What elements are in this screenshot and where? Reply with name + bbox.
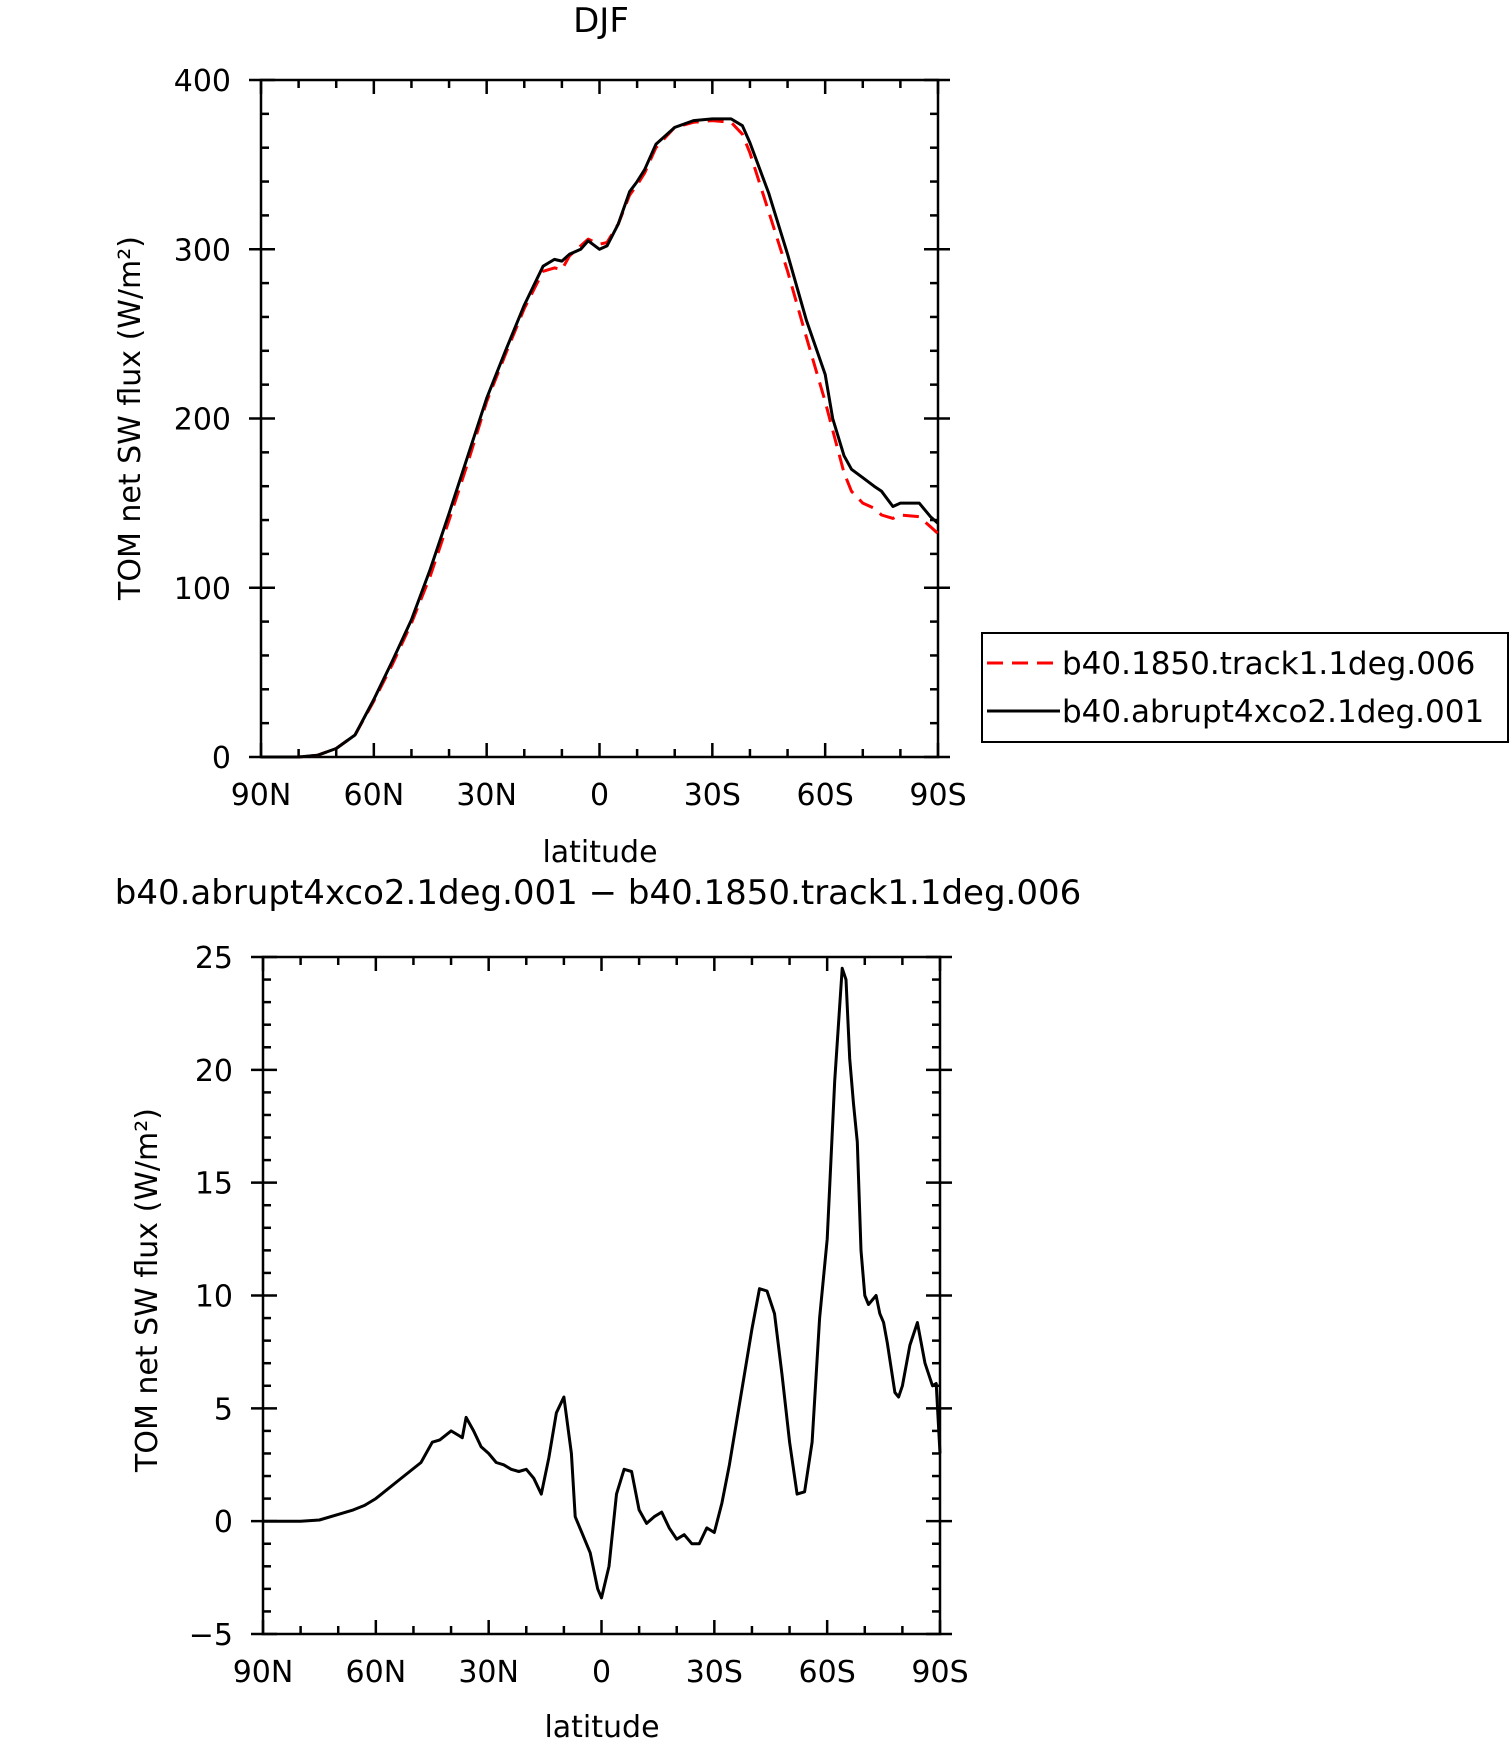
bottom-x-tick-label: 30N — [458, 1655, 519, 1690]
bottom-y-tick-label: −5 — [189, 1618, 233, 1653]
top-x-tick-label: 60N — [344, 778, 405, 813]
bottom-y-tick-label: 25 — [195, 941, 233, 976]
bottom-y-tick-label: 15 — [195, 1167, 233, 1202]
bottom-series-lines — [263, 966, 942, 1600]
bottom-y-tick-label: 20 — [195, 1054, 233, 1089]
bottom-x-tick-label: 90N — [233, 1655, 294, 1690]
bottom-x-tick-label: 0 — [592, 1655, 611, 1690]
top-x-tick-label: 30S — [684, 778, 741, 813]
top-chart-title: DJF — [573, 1, 629, 41]
bottom-y-tick-label: 5 — [214, 1392, 233, 1427]
bottom-plot-frame — [261, 955, 942, 1636]
top-x-axis-label: latitude — [542, 835, 657, 870]
bottom-x-ticks: 90N 60N 30N 0 30S 60S 90S — [233, 957, 969, 1690]
top-y-tick-label: 300 — [174, 233, 231, 268]
bottom-series-line-1 — [263, 966, 942, 1600]
top-plot-frame — [259, 78, 940, 759]
bottom-y-axis-label: TOM net SW flux (W/m²) — [130, 1108, 165, 1473]
bottom-x-tick-label: 90S — [911, 1655, 968, 1690]
top-y-tick-label: 200 — [174, 403, 231, 438]
bottom-chart-title: b40.abrupt4xco2.1deg.001 − b40.1850.trac… — [115, 873, 1082, 913]
bottom-y-ticks: −5 0 5 10 15 20 25 — [189, 941, 952, 1653]
top-x-tick-label: 0 — [590, 778, 609, 813]
legend-label-series-2: b40.abrupt4xco2.1deg.001 — [1062, 694, 1484, 730]
bottom-x-tick-label: 60N — [346, 1655, 407, 1690]
bottom-y-tick-label: 10 — [195, 1280, 233, 1315]
top-y-axis-label: TOM net SW flux (W/m²) — [113, 236, 148, 601]
legend: b40.1850.track1.1deg.006 b40.abrupt4xco2… — [981, 632, 1509, 743]
top-x-tick-label: 90N — [231, 778, 292, 813]
top-x-tick-label: 30N — [456, 778, 517, 813]
top-series-lines — [261, 117, 940, 759]
top-panel: DJF 90N 60N 30N 0 30S 60S 90S 0 100 200 300 400 la… — [113, 1, 1509, 870]
top-series-line-1 — [261, 119, 940, 759]
bottom-x-tick-label: 30S — [686, 1655, 743, 1690]
top-x-ticks: 90N 60N 30N 0 30S 60S 90S — [231, 80, 967, 813]
bottom-x-axis-label: latitude — [544, 1710, 659, 1743]
top-x-tick-label: 60S — [797, 778, 854, 813]
top-x-tick-label: 90S — [909, 778, 966, 813]
top-y-tick-label: 400 — [174, 64, 231, 99]
bottom-panel: b40.abrupt4xco2.1deg.001 − b40.1850.trac… — [115, 873, 1082, 1743]
legend-label-series-1: b40.1850.track1.1deg.006 — [1062, 646, 1475, 682]
bottom-x-tick-label: 60S — [799, 1655, 856, 1690]
top-y-tick-label: 0 — [212, 741, 231, 776]
top-y-tick-label: 100 — [174, 572, 231, 607]
bottom-y-tick-label: 0 — [214, 1505, 233, 1540]
top-series-line-2 — [261, 117, 939, 759]
legend-box — [981, 632, 1509, 743]
